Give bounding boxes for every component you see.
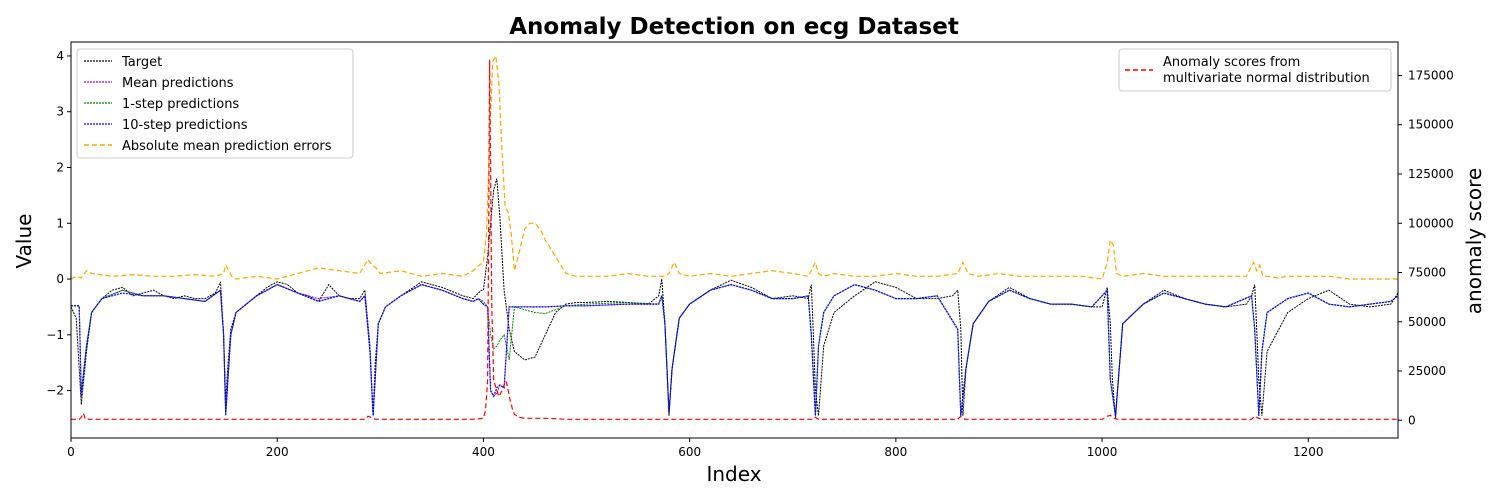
legend-10-step-predictions-label: 10-step predictions	[122, 118, 248, 133]
chart-title: Anomaly Detection on ecg Dataset	[509, 14, 959, 40]
series-absolute-mean-prediction-errors	[70, 53, 1398, 280]
y2-tick-label: 0	[1408, 413, 1416, 427]
x-tick-label: 200	[266, 445, 289, 459]
y-tick-label: −2	[46, 384, 64, 398]
series-layer	[70, 53, 1399, 420]
series-1-step-predictions	[71, 284, 1399, 416]
legend-absolute-mean-prediction-errors-label: Absolute mean prediction errors	[122, 139, 332, 154]
y-axis-label: Value	[12, 214, 36, 269]
y2-tick-label: 100000	[1408, 216, 1454, 230]
legend-1-step-predictions-label: 1-step predictions	[122, 97, 239, 112]
y2-axis-label: anomaly score	[1462, 168, 1486, 314]
y-tick-label: −1	[46, 328, 64, 342]
y-tick-label: 3	[56, 105, 64, 119]
x-tick-label: 0	[67, 445, 75, 459]
series-anomaly-scores	[71, 59, 1398, 420]
y2-tick-label: 125000	[1408, 167, 1454, 181]
x-tick-label: 1000	[1087, 445, 1118, 459]
y2-tick-label: 175000	[1408, 68, 1454, 82]
legend-right-box	[1118, 48, 1392, 92]
legend-target-label: Target	[121, 55, 162, 70]
plot-frame	[70, 41, 1399, 439]
y-tick-label: 1	[56, 216, 64, 230]
legend-anomaly-scores-label-line-1: Anomaly scores from	[1163, 55, 1300, 70]
ticks-layer: 0 200 400 600 800 1000 1200 −2 −1 0 1 2 3 4 0 25000 5000…	[46, 49, 1454, 459]
series-mean-predictions	[71, 284, 1399, 416]
y2-tick-label: 25000	[1408, 364, 1446, 378]
x-tick-label: 600	[678, 445, 701, 459]
x-tick-label: 400	[472, 445, 495, 459]
x-axis-label: Index	[706, 462, 761, 486]
legend-left-box	[76, 48, 354, 159]
legend-mean-predictions-label: Mean predictions	[122, 76, 234, 91]
y2-tick-label: 50000	[1408, 315, 1446, 329]
series-target	[70, 178, 1399, 419]
y-tick-label: 2	[56, 160, 64, 174]
y2-tick-label: 75000	[1408, 266, 1446, 280]
y-tick-label: 4	[56, 49, 64, 63]
series-10-step-predictions	[71, 283, 1399, 416]
legend-anomaly-scores-label-line-2: multivariate normal distribution	[1163, 71, 1370, 86]
y2-tick-label: 150000	[1408, 118, 1454, 132]
x-tick-label: 1200	[1293, 445, 1324, 459]
y-tick-label: 0	[56, 272, 64, 286]
legend-left: Target Mean predictions 1-step predictions…	[76, 48, 354, 159]
x-tick-label: 800	[884, 445, 907, 459]
